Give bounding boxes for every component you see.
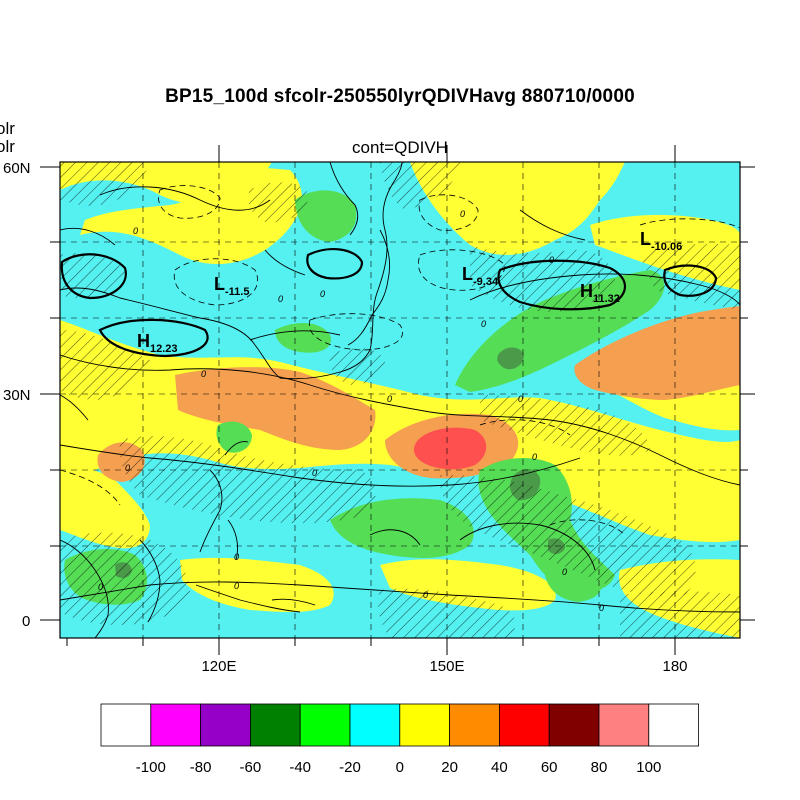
- map-field: [60, 162, 740, 638]
- contour-subtitle: cont=QDIVH: [352, 138, 448, 157]
- contour-zero-labels: 0 0 0 0 0 0 0 0 0 0 0 0 0 0 0 0 0 0: [98, 209, 604, 613]
- colorbar-tick-label: 100: [636, 759, 661, 776]
- contour-label: 0: [460, 209, 465, 219]
- field-yellow-ne-top: [410, 162, 625, 255]
- contour-label: 0: [234, 552, 239, 562]
- colorbar-tick-label: 60: [541, 759, 558, 776]
- contour-label: 0: [599, 603, 604, 613]
- graticule: [60, 162, 740, 638]
- colorbar-swatch: [249, 703, 301, 747]
- lon-label-180: 180: [662, 658, 687, 675]
- contours-bold: [60, 248, 718, 358]
- colorbar-swatch: [349, 703, 401, 747]
- colorbar-tick-label: -100: [136, 759, 166, 776]
- contours-dashed: [60, 185, 740, 536]
- colorbar-swatch: [648, 703, 699, 747]
- colorbar-swatch: [399, 703, 450, 747]
- lat-label-0: 0: [22, 613, 30, 630]
- axis-ticks: [40, 145, 755, 655]
- contour-label: 0: [312, 468, 317, 478]
- lon-label-150e: 150E: [429, 658, 464, 675]
- colorbar-swatch: [200, 703, 251, 747]
- lat-label-30n: 30N: [3, 387, 31, 404]
- field-yellow-north: [80, 165, 302, 265]
- contour-label: 0: [133, 226, 138, 236]
- coastlines: [60, 162, 403, 638]
- colorbar-swatch: [150, 703, 202, 747]
- low-center-label: L-9.34: [462, 264, 499, 288]
- contour-label: 0: [387, 394, 392, 404]
- left-string-2: olr: [0, 137, 15, 156]
- field-green-s-east: [545, 570, 602, 602]
- contour-label: 0: [518, 394, 523, 404]
- contour-label: 0: [423, 590, 428, 600]
- field-yellow-sw: [60, 468, 150, 549]
- colorbar-tick-label: 20: [441, 759, 458, 776]
- contour-label: 0: [234, 581, 239, 591]
- low-center-label: L-10.06: [640, 229, 682, 253]
- field-darkgreen-1: [497, 347, 524, 370]
- contour-label: 0: [532, 452, 537, 462]
- left-string-1: olr: [0, 119, 15, 138]
- colorbar-labels: -100 -80 -60 -40 -20 0 20 40 60 80 100: [136, 759, 662, 776]
- contour-label: 0: [125, 463, 130, 473]
- colorbar-tick-label: 80: [591, 759, 608, 776]
- field-green-nw: [216, 421, 252, 453]
- colorbar-tick-label: -60: [240, 759, 262, 776]
- contour-label: 0: [201, 369, 206, 379]
- high-center-label: H12.23: [137, 331, 178, 355]
- colorbar-swatch: [100, 703, 152, 747]
- contour-label: 0: [562, 567, 567, 577]
- colorbar-tick-label: 0: [396, 759, 404, 776]
- colorbar-swatch: [498, 703, 550, 747]
- lat-label-60n: 60N: [3, 160, 31, 177]
- colorbar-swatch: [598, 703, 650, 747]
- contour-label: 0: [98, 582, 103, 592]
- field-orange-far-east: [574, 306, 740, 400]
- field-green-north: [295, 190, 357, 242]
- colorbar-tick-label: -80: [190, 759, 212, 776]
- colorbar-tick-label: -40: [289, 759, 311, 776]
- colorbar-swatch: [449, 703, 500, 747]
- colorbar-swatch: [299, 703, 351, 747]
- low-center-label: L-11.5: [214, 274, 249, 298]
- field-green-west: [275, 323, 331, 353]
- contour-label: 0: [320, 289, 325, 299]
- contour-label: 0: [278, 294, 283, 304]
- map-title: BP15_100d sfcolr-250550lyrQDIVHavg 88071…: [165, 86, 635, 107]
- colorbar: [100, 703, 699, 747]
- high-center-label: H11.32: [580, 281, 620, 305]
- contour-label: 0: [549, 255, 554, 265]
- field-yellow-s1: [180, 557, 334, 613]
- contour-label: 0: [481, 319, 486, 329]
- pressure-centers: L-11.5 L-9.34 L-10.06 H11.32 H12.23: [137, 229, 682, 355]
- contours-solid: [60, 186, 740, 613]
- map-frame: [59, 161, 741, 639]
- colorbar-swatch: [548, 703, 600, 747]
- field-orange-center: [175, 367, 376, 450]
- lon-label-120e: 120E: [201, 658, 236, 675]
- colorbar-tick-label: -20: [339, 759, 361, 776]
- field-red: [413, 427, 487, 470]
- colorbar-tick-label: 40: [491, 759, 508, 776]
